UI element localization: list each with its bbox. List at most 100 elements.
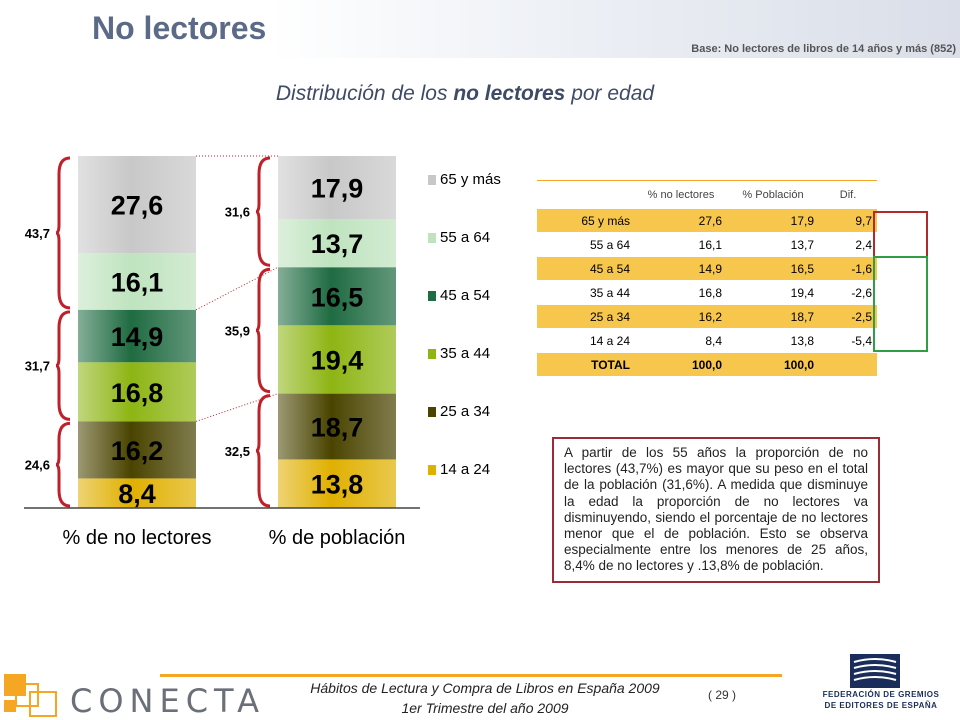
bar-value-label: 13,7 bbox=[311, 229, 364, 259]
bar-value-label: 19,4 bbox=[311, 345, 364, 375]
bar-value-label: 18,7 bbox=[311, 413, 364, 443]
legend-item: 25 a 34 bbox=[428, 402, 490, 422]
legend-item: 35 a 44 bbox=[428, 344, 490, 364]
table-row: 45 a 54 14,9 16,5 -1,6 bbox=[537, 256, 877, 281]
group-total-label: 31,7 bbox=[25, 359, 50, 374]
federation-logo-icon bbox=[850, 654, 900, 688]
table-row: 55 a 64 16,1 13,7 2,4 bbox=[537, 232, 877, 257]
bar-segment bbox=[278, 325, 396, 394]
group-brace bbox=[55, 156, 71, 310]
bar-value-label: 16,8 bbox=[111, 378, 164, 408]
table-row: 25 a 34 16,2 18,7 -2,5 bbox=[537, 304, 877, 329]
table-cell: 14 a 24 bbox=[537, 328, 635, 353]
table-cell: 25 a 34 bbox=[537, 304, 635, 329]
group-total-label: 43,7 bbox=[25, 226, 50, 241]
legend-swatch bbox=[428, 175, 436, 186]
footer-divider bbox=[160, 674, 782, 677]
highlight-box-negative bbox=[873, 256, 928, 352]
table-cell: 13,7 bbox=[727, 232, 819, 257]
bar-segment bbox=[278, 219, 396, 268]
page-number: ( 29 ) bbox=[708, 688, 737, 702]
legend-item: 65 y más bbox=[428, 170, 501, 190]
legend-label: 25 a 34 bbox=[440, 403, 491, 420]
legend-label: 35 a 44 bbox=[440, 345, 491, 362]
group-brace bbox=[255, 156, 271, 267]
bar-segment bbox=[278, 393, 396, 460]
bar-segment bbox=[78, 478, 196, 508]
legend-item: 55 a 64 bbox=[428, 228, 490, 248]
age-comparison-table: % no lectores % Población Dif. 65 y más 2… bbox=[537, 180, 877, 377]
bar-value-label: 16,5 bbox=[311, 282, 364, 312]
table-cell: 16,5 bbox=[727, 256, 819, 281]
table-row: 65 y más 27,6 17,9 9,7 bbox=[537, 209, 877, 233]
table-row: 14 a 24 8,4 13,8 -5,4 bbox=[537, 328, 877, 353]
table-cell: 19,4 bbox=[727, 280, 819, 305]
legend-label: 45 a 54 bbox=[440, 287, 491, 304]
table-header-cell: % no lectores bbox=[635, 180, 727, 209]
table-cell: -5,4 bbox=[819, 328, 877, 353]
legend-swatch bbox=[428, 233, 436, 244]
subtitle-pre: Distribución de los bbox=[275, 82, 454, 105]
table-cell: 45 a 54 bbox=[537, 256, 635, 281]
table-cell: 16,2 bbox=[635, 304, 727, 329]
category-label: % de no lectores bbox=[63, 527, 212, 549]
group-brace bbox=[55, 310, 71, 421]
conecta-wordmark: CONECTA bbox=[70, 682, 265, 720]
group-brace bbox=[255, 394, 271, 508]
table-cell: 16,8 bbox=[635, 280, 727, 305]
legend-label: 55 a 64 bbox=[440, 229, 491, 246]
bar-segment bbox=[78, 362, 196, 422]
table-cell: 16,1 bbox=[635, 232, 727, 257]
footer-period: 1er Trimestre del año 2009 bbox=[401, 700, 569, 716]
federation-name-line2: DE EDITORES DE ESPAÑA bbox=[824, 701, 938, 710]
table-cell: 9,7 bbox=[819, 209, 877, 233]
table-row: 35 a 44 16,8 19,4 -2,6 bbox=[537, 280, 877, 305]
commentary-box: A partir de los 55 años la proporción de… bbox=[552, 437, 880, 583]
title-band bbox=[270, 0, 960, 58]
bar-value-label: 17,9 bbox=[311, 174, 364, 204]
legend-swatch bbox=[428, 407, 436, 418]
table-cell: 35 a 44 bbox=[537, 280, 635, 305]
table-cell: 100,0 bbox=[635, 352, 727, 377]
table-header-cell bbox=[537, 180, 635, 209]
table-header-row: % no lectores % Población Dif. bbox=[537, 180, 877, 209]
highlight-box-positive bbox=[873, 211, 928, 258]
bar-value-label: 16,2 bbox=[111, 436, 164, 466]
federation-name-line1: FEDERACIÓN DE GREMIOS bbox=[822, 690, 940, 699]
connector-line bbox=[195, 266, 279, 311]
table-cell: 27,6 bbox=[635, 209, 727, 233]
table-cell: 17,9 bbox=[727, 209, 819, 233]
bar-segment bbox=[78, 253, 196, 310]
table-cell: TOTAL bbox=[537, 352, 635, 377]
group-total-label: 35,9 bbox=[225, 323, 250, 338]
stacked-bar-chart: 8,4 16,2 16,8 14,9 16,1 27,6 13,8 18,7 19,4 16,5 1… bbox=[24, 155, 420, 549]
legend-item: 45 a 54 bbox=[428, 286, 490, 306]
table-cell: -2,6 bbox=[819, 280, 877, 305]
table-cell: 55 a 64 bbox=[537, 232, 635, 257]
table-row: TOTAL 100,0 100,0 bbox=[537, 352, 877, 377]
conecta-logo-icon bbox=[4, 674, 57, 717]
group-total-label: 24,6 bbox=[25, 458, 50, 473]
bar-segment bbox=[278, 156, 396, 220]
bar-value-label: 13,8 bbox=[311, 470, 364, 500]
bar-segment bbox=[78, 156, 196, 254]
table-cell bbox=[819, 352, 877, 377]
table-cell: 13,8 bbox=[727, 328, 819, 353]
table-header-cell: Dif. bbox=[819, 180, 877, 209]
footer-study-title: Hábitos de Lectura y Compra de Libros en… bbox=[310, 680, 660, 696]
category-label: % de población bbox=[269, 527, 406, 549]
group-total-label: 31,6 bbox=[225, 205, 250, 220]
group-brace bbox=[55, 421, 71, 508]
bar-value-label: 16,1 bbox=[111, 267, 164, 297]
base-note: Base: No lectores de libros de 14 años y… bbox=[691, 43, 956, 55]
bar-segment bbox=[278, 267, 396, 326]
group-brace bbox=[255, 267, 271, 394]
table-cell: -1,6 bbox=[819, 256, 877, 281]
subtitle-post: por edad bbox=[565, 82, 655, 105]
bar-segment bbox=[78, 309, 196, 363]
table-cell: 8,4 bbox=[635, 328, 727, 353]
legend-swatch bbox=[428, 291, 436, 302]
table-cell: -2,5 bbox=[819, 304, 877, 329]
table-cell: 14,9 bbox=[635, 256, 727, 281]
group-total-label: 32,5 bbox=[225, 444, 250, 459]
